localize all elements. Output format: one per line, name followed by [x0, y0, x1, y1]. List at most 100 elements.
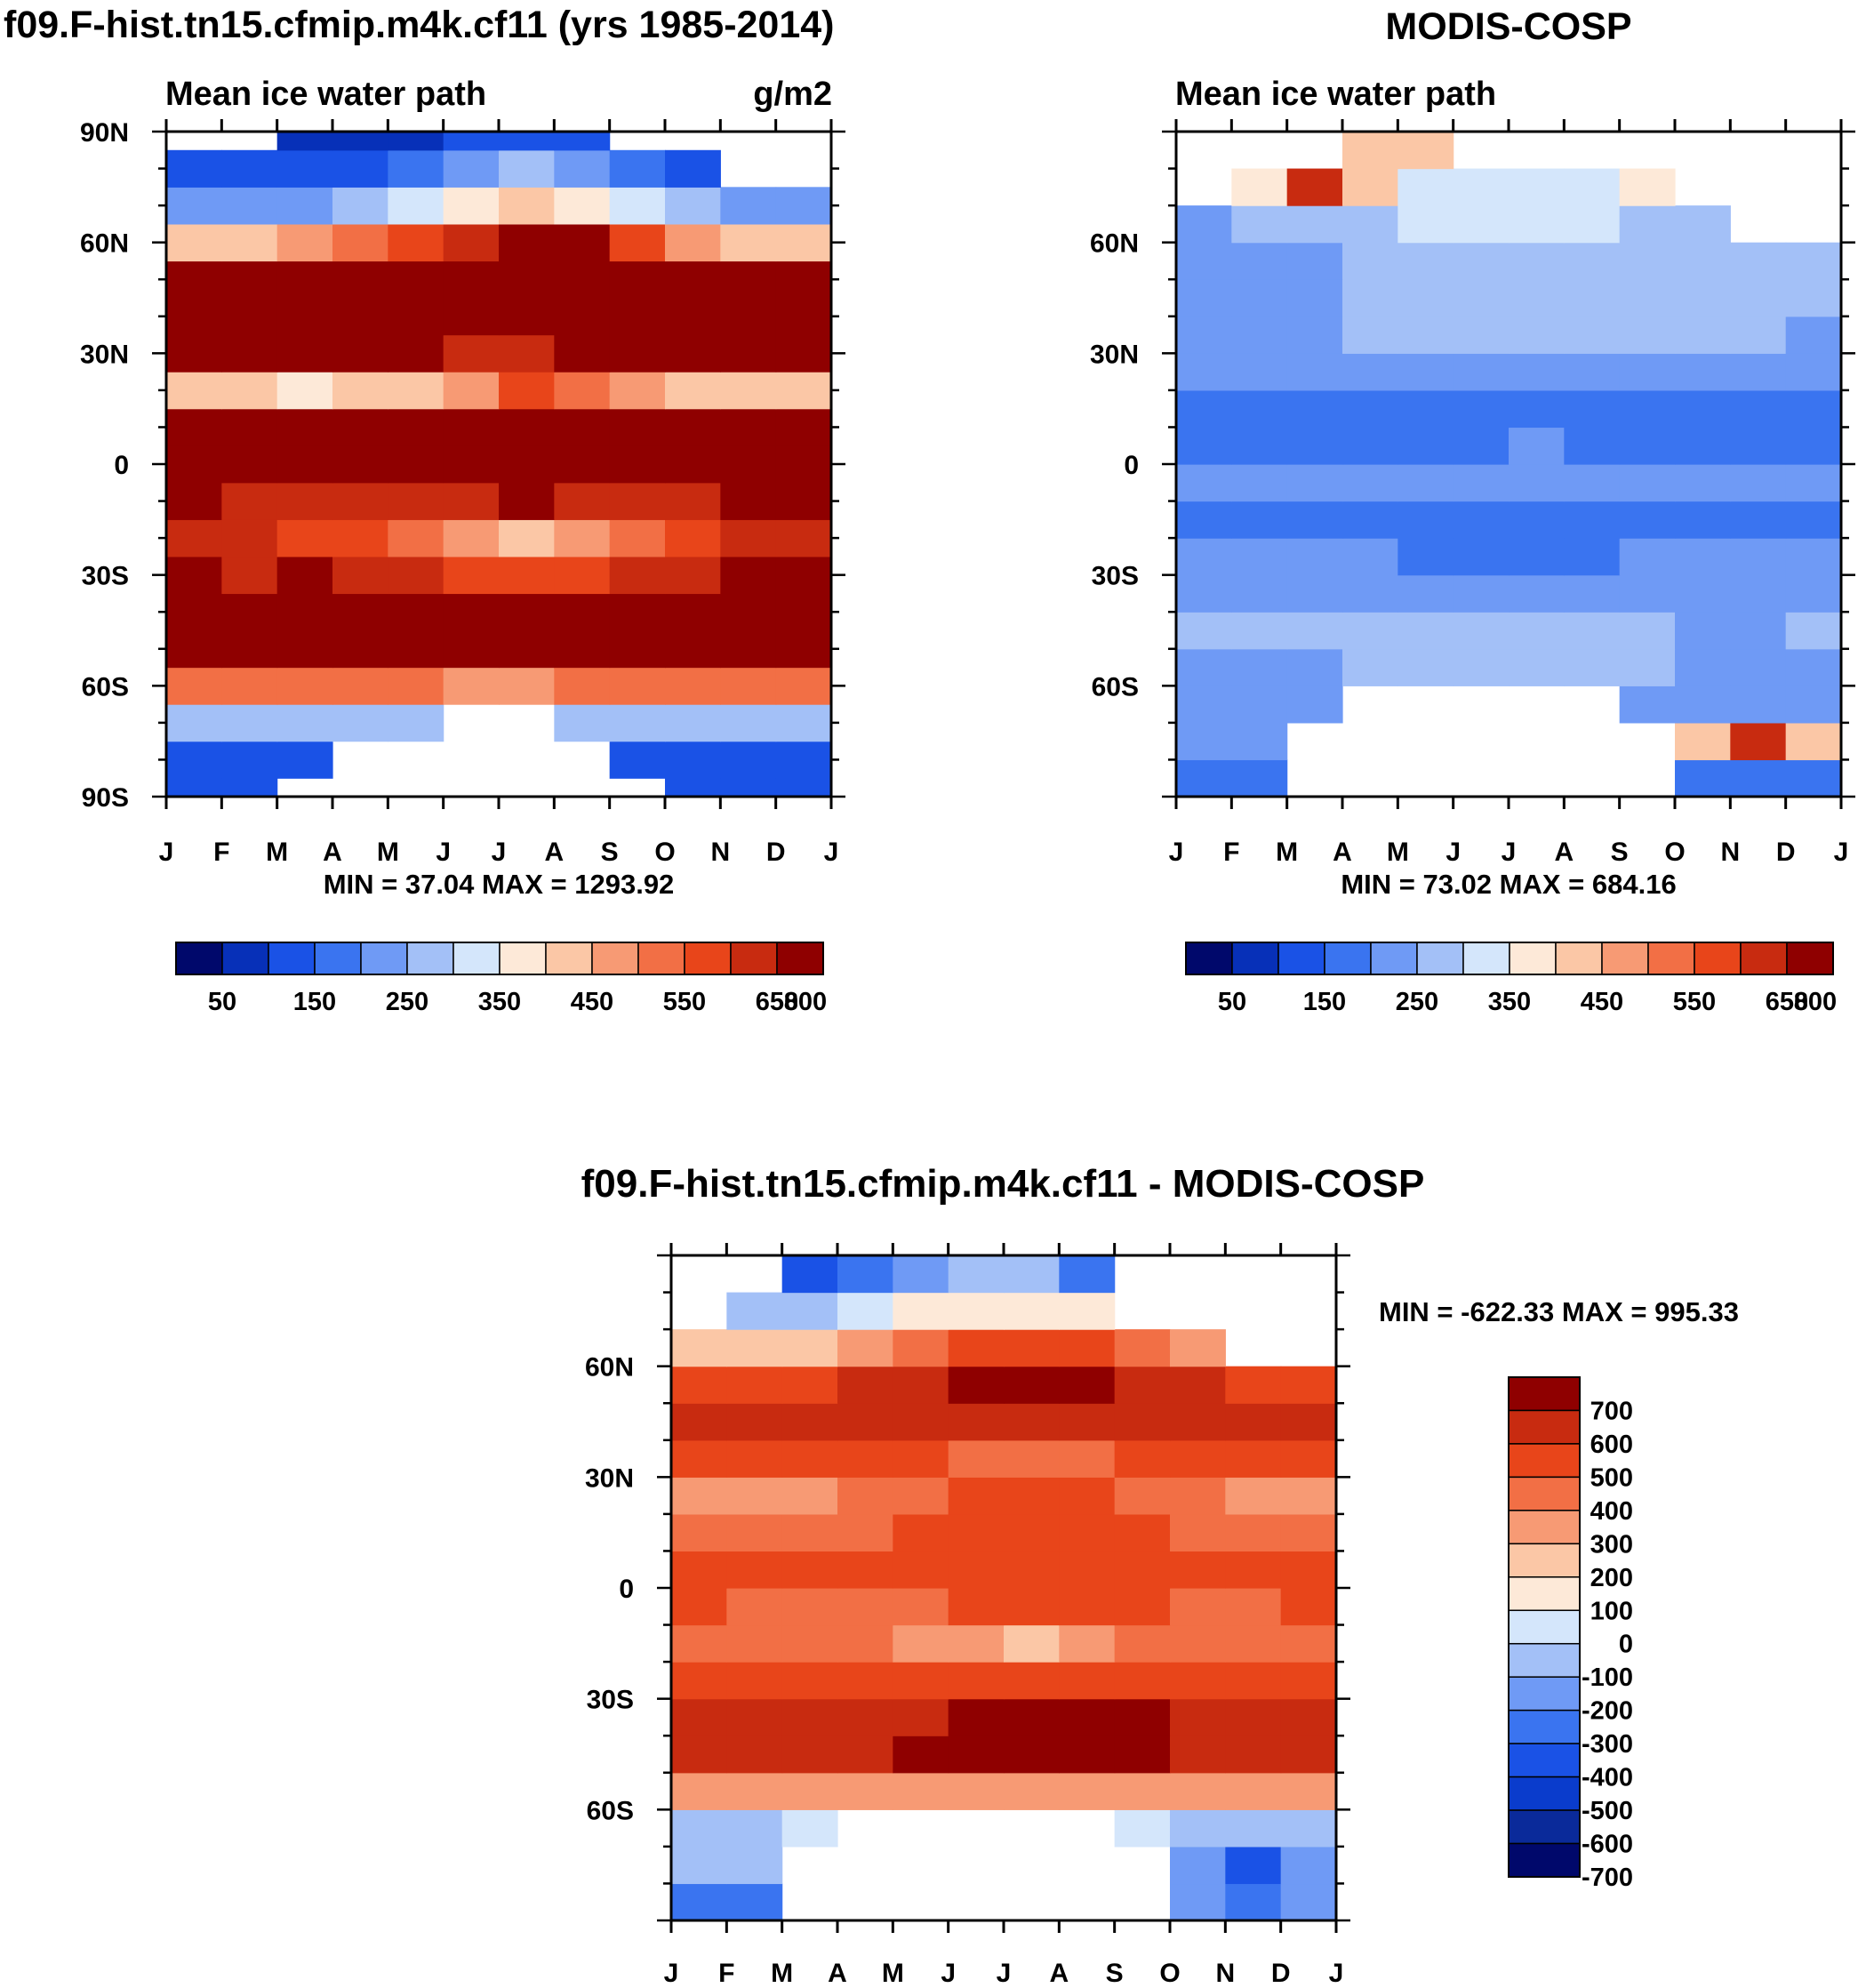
- heatmap-cell: [1785, 722, 1842, 761]
- colorbar-label: 350: [478, 988, 521, 1016]
- y-tick-label: 30N: [585, 1463, 634, 1493]
- heatmap-cell: [499, 187, 555, 225]
- heatmap-cell: [1059, 1698, 1116, 1736]
- colorbar-label: -300: [1582, 1730, 1633, 1759]
- x-tick-label: F: [213, 838, 229, 867]
- heatmap-cell: [1785, 316, 1842, 354]
- heatmap-cell: [671, 1772, 727, 1810]
- colorbar-box: [1508, 1676, 1581, 1711]
- heatmap-cell: [665, 741, 721, 779]
- heatmap-cell: [1114, 1735, 1171, 1774]
- heatmap-cell: [221, 298, 278, 336]
- heatmap-cell: [726, 1366, 783, 1404]
- heatmap-cell: [388, 519, 444, 557]
- colorbar-box: [175, 942, 223, 975]
- colorbar-box: [1647, 942, 1695, 975]
- heatmap-cell: [1170, 1698, 1226, 1736]
- heatmap-cell: [443, 556, 500, 595]
- heatmap-cell: [948, 1662, 1005, 1700]
- colorbar-box: [1508, 1476, 1581, 1511]
- colorbar-box: [1416, 942, 1464, 975]
- heatmap-cell: [1225, 1624, 1282, 1663]
- heatmap-cell: [276, 334, 333, 373]
- colorbar-box: [1508, 1642, 1581, 1678]
- colorbar-label: 100: [1590, 1597, 1633, 1625]
- colorbar-box: [1508, 1743, 1581, 1778]
- heatmap-cell: [1397, 353, 1454, 391]
- colorbar-box: [1694, 942, 1742, 975]
- x-tick-label: N: [1720, 838, 1740, 867]
- x-tick-label: O: [1159, 1959, 1180, 1988]
- heatmap-cell: [1730, 574, 1787, 613]
- heatmap-cell: [554, 408, 611, 446]
- x-tick-label: O: [1664, 838, 1685, 867]
- heatmap-cell: [388, 298, 444, 336]
- heatmap-cell: [775, 334, 832, 373]
- modis-left-string: Mean ice water path: [1175, 76, 1496, 113]
- heatmap-cell: [1397, 464, 1454, 502]
- heatmap-cell: [1619, 501, 1676, 539]
- heatmap-cell: [1004, 1624, 1060, 1663]
- heatmap-cell: [1453, 464, 1510, 502]
- heatmap-cell: [1231, 685, 1288, 724]
- heatmap-cell: [499, 667, 555, 705]
- y-tick-label: 0: [1124, 451, 1139, 480]
- model-units: g/m2: [753, 76, 832, 113]
- colorbar-box: [1508, 1543, 1581, 1578]
- heatmap-cell: [1397, 612, 1454, 650]
- heatmap-cell: [1453, 648, 1510, 686]
- colorbar-label: 500: [1590, 1463, 1633, 1492]
- x-tick-label: M: [266, 838, 288, 867]
- y-tick-label: 60N: [80, 229, 129, 259]
- x-tick-label: J: [1502, 838, 1517, 867]
- heatmap-cell: [332, 132, 388, 151]
- heatmap-cell: [443, 223, 500, 262]
- colorbar-label: 800: [784, 988, 827, 1016]
- heatmap-cell: [1453, 427, 1510, 465]
- heatmap-cell: [554, 298, 611, 336]
- heatmap-cell: [1619, 168, 1676, 206]
- x-tick-label: S: [601, 838, 619, 867]
- heatmap-cell: [726, 1883, 783, 1921]
- heatmap-cell: [1114, 1366, 1171, 1404]
- heatmap-cell: [1231, 501, 1288, 539]
- x-tick-label: D: [1271, 1959, 1291, 1988]
- heatmap-cell: [1453, 168, 1510, 206]
- heatmap-cell: [276, 667, 333, 705]
- colorbar-label: 450: [1581, 988, 1623, 1016]
- model-plot-area: [164, 130, 833, 798]
- heatmap-cell: [609, 593, 666, 631]
- heatmap-cell: [775, 482, 832, 520]
- heatmap-cell: [726, 1846, 783, 1885]
- heatmap-cell: [554, 482, 611, 520]
- heatmap-cell: [1059, 1735, 1116, 1774]
- heatmap-cell: [837, 1329, 893, 1367]
- heatmap-cell: [276, 298, 333, 336]
- heatmap-cell: [1397, 316, 1454, 354]
- colorbar-label: 300: [1590, 1530, 1633, 1559]
- heatmap-cell: [276, 372, 333, 410]
- heatmap-cell: [1509, 574, 1565, 613]
- heatmap-cell: [726, 1329, 783, 1367]
- heatmap-cell: [665, 482, 721, 520]
- heatmap-cell: [1564, 279, 1621, 317]
- heatmap-cell: [1225, 1366, 1282, 1404]
- heatmap-cell: [1675, 205, 1731, 244]
- heatmap-cell: [609, 519, 666, 557]
- heatmap-cell: [1730, 316, 1787, 354]
- heatmap-cell: [726, 1809, 783, 1848]
- heatmap-cell: [781, 1698, 838, 1736]
- heatmap-cell: [332, 334, 388, 373]
- heatmap-cell: [388, 132, 444, 151]
- model-left-string: Mean ice water path: [165, 76, 486, 113]
- heatmap-cell: [893, 1698, 949, 1736]
- heatmap-cell: [499, 482, 555, 520]
- heatmap-cell: [1004, 1735, 1060, 1774]
- heatmap-cell: [166, 187, 222, 225]
- heatmap-cell: [1286, 685, 1343, 724]
- heatmap-cell: [1004, 1292, 1060, 1330]
- heatmap-cell: [1730, 242, 1787, 280]
- colorbar-label: -600: [1582, 1831, 1633, 1859]
- colorbar-box: [1508, 1409, 1581, 1445]
- heatmap-cell: [1176, 464, 1232, 502]
